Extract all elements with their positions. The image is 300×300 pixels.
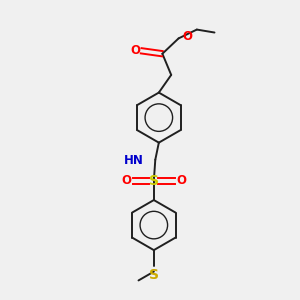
Text: O: O — [131, 44, 141, 57]
Text: O: O — [121, 174, 131, 188]
Text: O: O — [176, 174, 187, 188]
Text: S: S — [149, 174, 159, 188]
Text: S: S — [149, 268, 159, 282]
Text: O: O — [182, 30, 192, 44]
Text: HN: HN — [124, 154, 143, 167]
